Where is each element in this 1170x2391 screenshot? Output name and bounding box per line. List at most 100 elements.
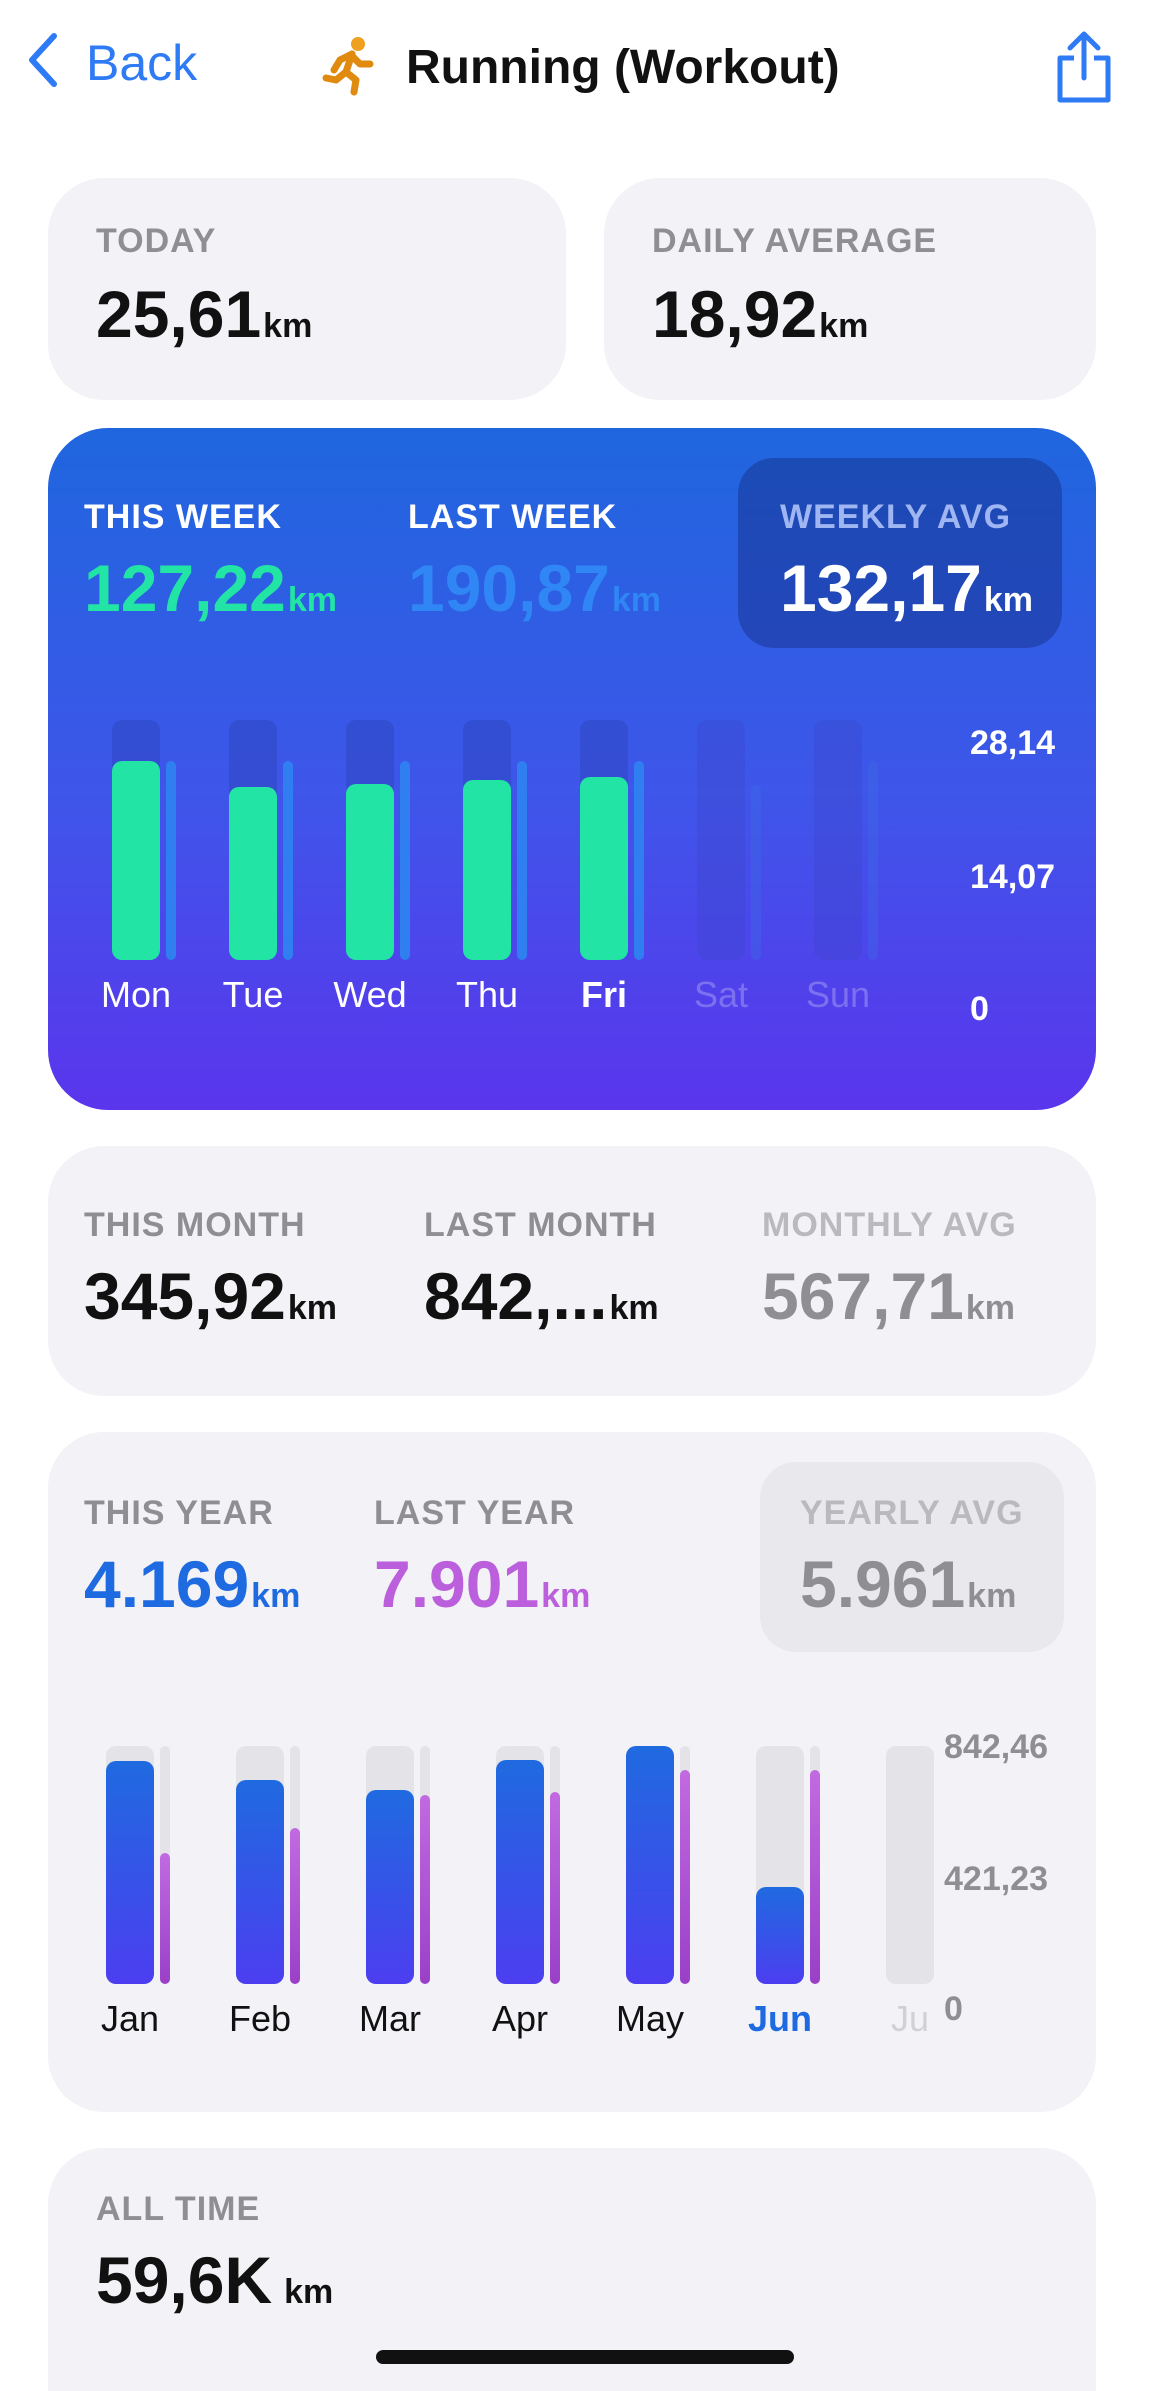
yearly-bar-chart[interactable]: Jan Feb Mar Apr May Jun Ju [48,1432,1096,2112]
week-bar-fri[interactable] [580,777,628,960]
year-month-label-may: May [615,1998,684,2039]
year-bar-jun[interactable] [756,1887,804,1984]
back-button[interactable]: Back [24,30,197,95]
today-card[interactable]: TODAY 25,61km [48,178,566,400]
year-month-label-apr: Apr [491,1998,549,2039]
chevron-left-icon [24,30,64,95]
week-day-label-tue: Tue [222,974,284,1015]
year-bar-may[interactable] [626,1746,674,1984]
this-year-value: 4.169km [84,1546,300,1622]
last-week-bar-sat [751,785,761,960]
weekly-avg-number: 132,17 [780,551,982,625]
nav-bar: Back Running (Workout) [0,0,1170,140]
yearly-avg-unit: km [967,1577,1017,1615]
year-month-label-jan: Jan [100,1998,160,2039]
yearly-card[interactable]: THIS YEAR 4.169km LAST YEAR 7.901km YEAR… [48,1432,1096,2112]
year-bar-feb[interactable] [236,1780,284,1984]
year-month-label-feb: Feb [228,1998,292,2039]
year-bar-track-ju [886,1746,934,1984]
weekly-avg-label: WEEKLY AVG [780,498,1012,536]
page-title: Running (Workout) [406,41,840,94]
last-week-label: LAST WEEK [408,498,618,536]
weekly-card[interactable]: THIS WEEK 127,22km LAST WEEK 190,87km WE… [48,428,1096,1110]
week-day-label-mon: Mon [100,974,172,1015]
year-bar-mar[interactable] [366,1790,414,1984]
yearly-avg-number: 5.961 [800,1547,966,1621]
week-bar-tue[interactable] [229,787,277,960]
this-month-label: THIS MONTH [84,1206,306,1244]
last-week-bar-thu [517,761,527,960]
daily-average-card[interactable]: DAILY AVERAGE 18,92km [604,178,1096,400]
year-month-label-ju: Ju [890,1998,930,2039]
week-day-label-sun: Sun [805,974,871,1015]
monthly-avg-value: 567,71km [762,1258,1015,1334]
daily-average-unit: km [819,307,869,345]
monthly-avg-unit: km [965,1289,1016,1327]
last-week-bar-sun [868,761,878,960]
year-axis-mid: 421,23 [944,1860,1048,1898]
week-bar-thu[interactable] [463,780,511,960]
week-bar-track-sat [697,720,745,960]
monthly-card[interactable]: THIS MONTH 345,92km LAST MONTH 842,...km… [48,1146,1096,1396]
last-week-bar-mon [166,761,176,960]
today-value: 25,61km [96,276,312,352]
weekly-avg-value: 132,17km [780,550,1033,626]
all-time-card[interactable]: ALL TIME 59,6K km [48,2148,1096,2391]
monthly-avg-label: MONTHLY AVG [762,1206,1017,1244]
weekly-avg-box [738,458,1062,648]
year-axis-max: 842,46 [944,1728,1048,1766]
weekly-bar-chart[interactable]: Mon Tue Wed Thu Fri Sat Sun [48,428,1096,1110]
all-time-value: 59,6K km [96,2242,333,2318]
daily-average-number: 18,92 [652,277,818,351]
share-icon[interactable] [1052,30,1116,106]
week-day-label-wed: Wed [333,974,407,1015]
week-axis-zero: 0 [970,990,989,1028]
last-week-number: 190,87 [408,551,610,625]
runner-icon [318,34,380,101]
daily-average-value: 18,92km [652,276,868,352]
back-label: Back [86,34,198,91]
yearly-avg-box [760,1462,1064,1652]
last-year-bar-may [680,1770,690,1984]
last-month-value: 842,...km [424,1258,659,1334]
last-year-label: LAST YEAR [374,1494,576,1532]
year-bar-jan[interactable] [106,1761,154,1984]
last-year-unit: km [541,1577,591,1615]
this-month-number: 345,92 [84,1259,286,1333]
last-year-bar-jun [810,1770,820,1984]
last-month-label: LAST MONTH [424,1206,657,1244]
today-number: 25,61 [96,277,262,351]
week-day-label-thu: Thu [455,974,519,1015]
week-bar-mon[interactable] [112,761,160,960]
today-unit: km [263,307,313,345]
last-week-bar-tue [283,761,293,960]
this-week-number: 127,22 [84,551,286,625]
this-year-unit: km [251,1577,301,1615]
last-year-bar-jan [160,1853,170,1984]
last-year-bar-feb [290,1828,300,1984]
week-day-label-sat: Sat [693,974,749,1015]
this-month-value: 345,92km [84,1258,337,1334]
daily-average-label: DAILY AVERAGE [652,222,938,260]
year-month-label-jun: Jun [747,1998,812,2039]
last-week-bar-fri [634,761,644,960]
home-indicator[interactable] [376,2350,794,2364]
last-week-bar-wed [400,761,410,960]
year-bar-apr[interactable] [496,1760,544,1984]
this-week-unit: km [287,581,338,619]
week-day-label-fri: Fri [580,974,627,1015]
year-month-label-mar: Mar [359,1998,421,2039]
week-axis-mid: 14,07 [970,858,1056,896]
all-time-number: 59,6K [96,2243,273,2317]
last-year-number: 7.901 [374,1547,540,1621]
this-year-label: THIS YEAR [84,1494,274,1532]
week-bar-wed[interactable] [346,784,394,960]
week-bar-track-sun [814,720,862,960]
year-axis-zero: 0 [944,1990,963,2028]
yearly-avg-label: YEARLY AVG [800,1494,1024,1532]
page-title-group: Running (Workout) [318,34,840,101]
last-month-unit: km [609,1289,659,1327]
this-year-number: 4.169 [84,1547,250,1621]
yearly-avg-value: 5.961km [800,1546,1016,1622]
